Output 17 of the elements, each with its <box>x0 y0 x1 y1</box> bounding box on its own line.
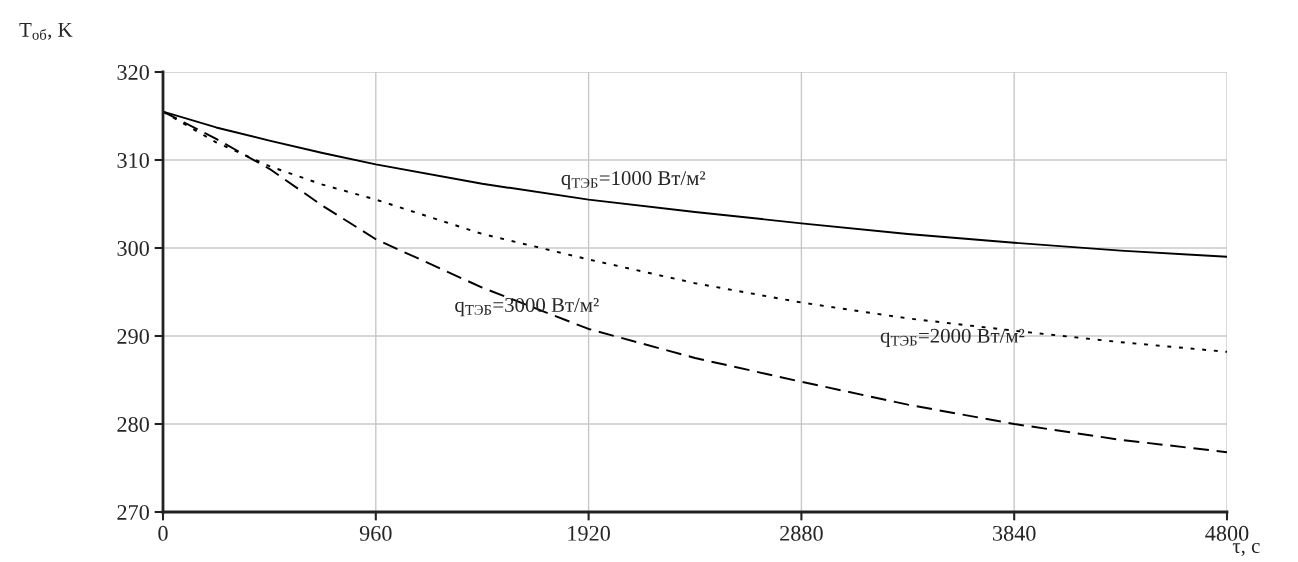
series-label: q$_{ТЭБ}$=2000 Вт/м² <box>880 328 1025 348</box>
y-tick-label: 280 <box>117 416 149 432</box>
x-tick-label: 0 <box>158 525 168 541</box>
x-tick-label: 1920 <box>568 525 610 541</box>
x-tick-label: 4800 <box>1205 525 1249 541</box>
y-axis-title: T$_{об}$, K <box>19 23 73 40</box>
x-tick-label: 3840 <box>993 525 1036 541</box>
y-tick-label: 270 <box>117 504 149 520</box>
x-tick-label: 2880 <box>780 525 823 541</box>
y-tick-label: 320 <box>117 64 149 80</box>
y-tick-label: 300 <box>117 240 149 256</box>
series-label: q$_{ТЭБ}$=3000 Вт/м² <box>455 297 599 317</box>
y-tick-label: 310 <box>117 152 149 168</box>
x-axis-title: τ, с <box>1232 543 1260 557</box>
y-tick-label: 290 <box>117 328 149 344</box>
series-label: q$_{ТЭБ}$=1000 Вт/м² <box>561 171 706 190</box>
x-tick-label: 960 <box>359 525 392 541</box>
